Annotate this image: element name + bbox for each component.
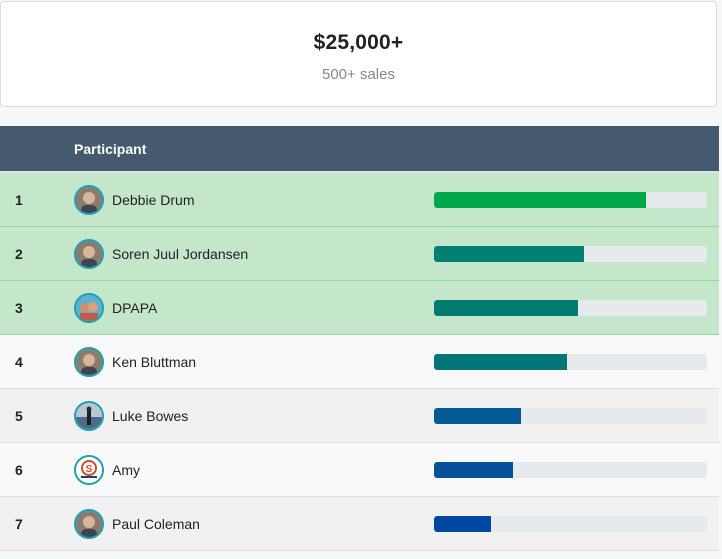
progress-bar xyxy=(434,408,707,424)
avatar xyxy=(74,401,104,431)
sales-count: 500+ sales xyxy=(322,66,395,83)
rank-number: 1 xyxy=(15,192,23,208)
avatar xyxy=(74,509,104,539)
table-row[interactable]: 2 Soren Juul Jordansen xyxy=(0,227,719,281)
participant-name[interactable]: Ken Bluttman xyxy=(112,354,197,370)
participant-name[interactable]: DPAPA xyxy=(112,300,158,316)
sales-amount: $25,000+ xyxy=(313,31,404,54)
rank-number: 2 xyxy=(15,246,23,262)
table-row[interactable]: 4 Ken Bluttman xyxy=(0,335,719,389)
table-row[interactable]: 6 S Amy xyxy=(0,443,719,497)
avatar: S xyxy=(74,455,104,485)
rank-number: 7 xyxy=(15,516,23,532)
avatar xyxy=(74,239,104,269)
progress-bar xyxy=(434,246,707,262)
progress-bar-fill xyxy=(434,192,647,208)
avatar xyxy=(74,347,104,377)
table-row[interactable]: 7 Paul Coleman xyxy=(0,497,719,551)
progress-bar xyxy=(434,192,707,208)
progress-bar-fill xyxy=(434,516,492,532)
table-header: Participant xyxy=(0,126,719,173)
rank-number: 3 xyxy=(15,300,23,316)
participant-name[interactable]: Luke Bowes xyxy=(112,408,189,424)
progress-bar xyxy=(434,516,707,532)
table-body: 1 Debbie Drum 2 Soren Juul Jordansen 3 DPAPA 4… xyxy=(0,173,719,551)
participant-name[interactable]: Soren Juul Jordansen xyxy=(112,246,249,262)
avatar xyxy=(74,185,104,215)
progress-bar-fill xyxy=(434,462,513,478)
table-row[interactable]: 5 Luke Bowes xyxy=(0,389,719,443)
progress-bar-fill xyxy=(434,246,585,262)
leaderboard-table: Participant 1 Debbie Drum 2 Soren Juul Jord… xyxy=(0,126,719,551)
column-header-participant: Participant xyxy=(74,141,147,157)
rank-number: 6 xyxy=(15,462,23,478)
table-row[interactable]: 3 DPAPA xyxy=(0,281,719,335)
svg-text:S: S xyxy=(86,464,93,475)
rank-number: 4 xyxy=(15,354,23,370)
progress-bar-fill xyxy=(434,354,567,370)
participant-name[interactable]: Debbie Drum xyxy=(112,192,195,208)
progress-bar-fill xyxy=(434,300,578,316)
progress-bar xyxy=(434,300,707,316)
participant-name[interactable]: Paul Coleman xyxy=(112,516,200,532)
avatar xyxy=(74,293,104,323)
progress-bar xyxy=(434,462,707,478)
participant-name[interactable]: Amy xyxy=(112,462,140,478)
table-row[interactable]: 1 Debbie Drum xyxy=(0,173,719,227)
rank-number: 5 xyxy=(15,408,23,424)
progress-bar-fill xyxy=(434,408,522,424)
progress-bar xyxy=(434,354,707,370)
summary-card: $25,000+ 500+ sales xyxy=(0,1,717,107)
